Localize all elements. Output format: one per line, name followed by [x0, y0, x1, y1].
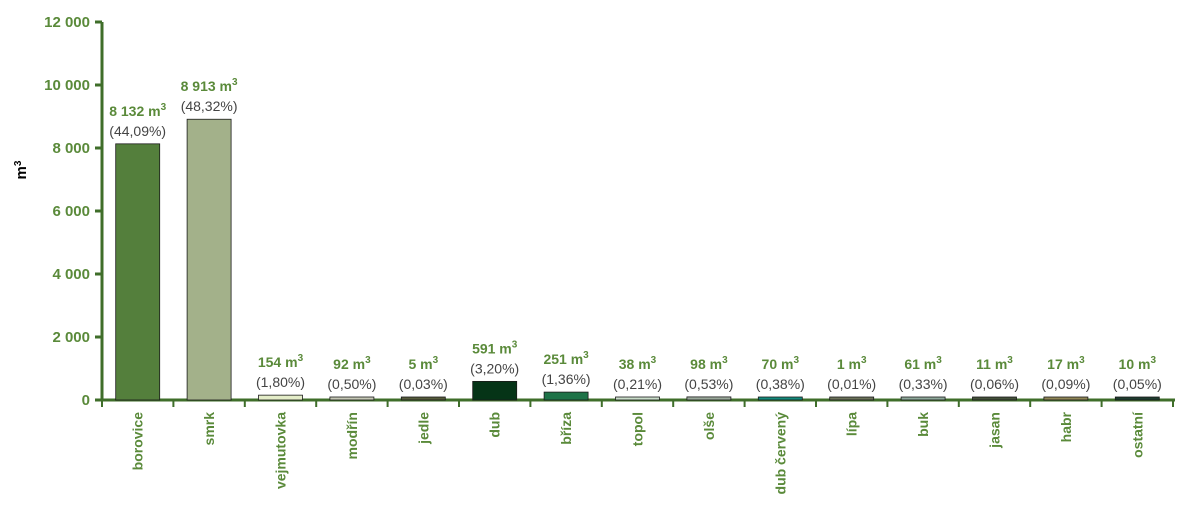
category-label: borovice [130, 412, 146, 471]
bar [829, 396, 875, 401]
axes [100, 22, 1175, 402]
value-label: 92 m3 [333, 355, 371, 372]
category-label: olše [701, 412, 717, 440]
bar [115, 143, 161, 401]
percent-label: (0,50%) [327, 376, 376, 392]
value-label: 8 913 m3 [181, 77, 238, 94]
percent-label: (0,38%) [756, 376, 805, 392]
value-label: 5 m3 [408, 355, 438, 372]
category-label: dub červený [772, 412, 788, 495]
value-label: 98 m3 [690, 355, 728, 372]
percent-label: (0,03%) [399, 376, 448, 392]
y-axis-ticks: 0 2 000 4 000 6 000 8 000 10 000 12 000 [44, 14, 102, 409]
percent-label: (0,53%) [684, 376, 733, 392]
value-label: 10 m3 [1119, 355, 1157, 372]
value-label: 38 m3 [619, 355, 657, 372]
category-label: habr [1058, 411, 1074, 442]
value-label: 1 m3 [837, 355, 867, 372]
category-label: ostatní [1129, 411, 1145, 458]
percent-label: (0,05%) [1113, 376, 1162, 392]
bar [186, 118, 232, 401]
value-label: 17 m3 [1047, 355, 1085, 372]
bar [686, 396, 732, 401]
category-label: jedle [415, 412, 431, 445]
percent-label: (1,36%) [542, 371, 591, 387]
bar [472, 380, 518, 401]
bar [900, 396, 946, 401]
value-label: 70 m3 [762, 355, 800, 372]
category-label: bříza [558, 412, 574, 445]
value-label: 8 132 m3 [109, 102, 166, 119]
category-label: topol [630, 412, 646, 446]
value-label: 154 m3 [258, 353, 304, 370]
y-tick-label: 2 000 [52, 329, 90, 346]
percent-label: (0,06%) [970, 376, 1019, 392]
percent-label: (48,32%) [181, 98, 238, 114]
bar [1114, 396, 1160, 401]
category-label: jasan [987, 412, 1003, 449]
percent-label: (0,21%) [613, 376, 662, 392]
category-label: vejmutovka [273, 412, 289, 489]
bar [258, 394, 303, 401]
y-axis-title-text: m [13, 166, 30, 179]
bar [972, 396, 1017, 401]
category-label: buk [915, 412, 931, 437]
value-label: 251 m3 [543, 350, 589, 367]
percent-label: (0,33%) [899, 376, 948, 392]
percent-label: (44,09%) [109, 123, 166, 139]
value-label: 591 m3 [472, 339, 518, 356]
value-label: 61 m3 [904, 355, 942, 372]
bar [400, 396, 446, 401]
y-tick-label: 4 000 [52, 266, 90, 283]
bars [115, 118, 1160, 401]
bar [329, 396, 375, 401]
percent-label: (0,01%) [827, 376, 876, 392]
value-label: 11 m3 [976, 355, 1013, 372]
bar [543, 391, 589, 401]
y-tick-label: 10 000 [44, 77, 90, 94]
bar [757, 396, 803, 401]
percent-label: (0,09%) [1041, 376, 1090, 392]
x-axis-ticks: borovice smrk vejmutovka modřín jedle dub bříz… [101, 400, 1174, 495]
category-label: dub [487, 412, 503, 438]
category-label: lípa [844, 412, 860, 436]
y-tick-label: 0 [82, 392, 90, 409]
y-tick-label: 6 000 [52, 203, 90, 220]
category-label: modřín [344, 412, 360, 459]
y-tick-label: 8 000 [52, 140, 90, 157]
category-label: smrk [201, 412, 217, 446]
svg-text:m3: m3 [13, 160, 30, 179]
bar [1043, 396, 1089, 401]
y-tick-label: 12 000 [44, 14, 90, 31]
percent-label: (1,80%) [256, 374, 305, 390]
y-axis-title-superscript: 3 [13, 160, 24, 166]
percent-label: (3,20%) [470, 360, 519, 376]
bar [615, 396, 660, 401]
data-labels: 8 132 m3 (44,09%) 8 913 m3 (48,32%) 154 m3 (1… [109, 77, 1162, 392]
y-axis-title: m3 [13, 160, 30, 179]
